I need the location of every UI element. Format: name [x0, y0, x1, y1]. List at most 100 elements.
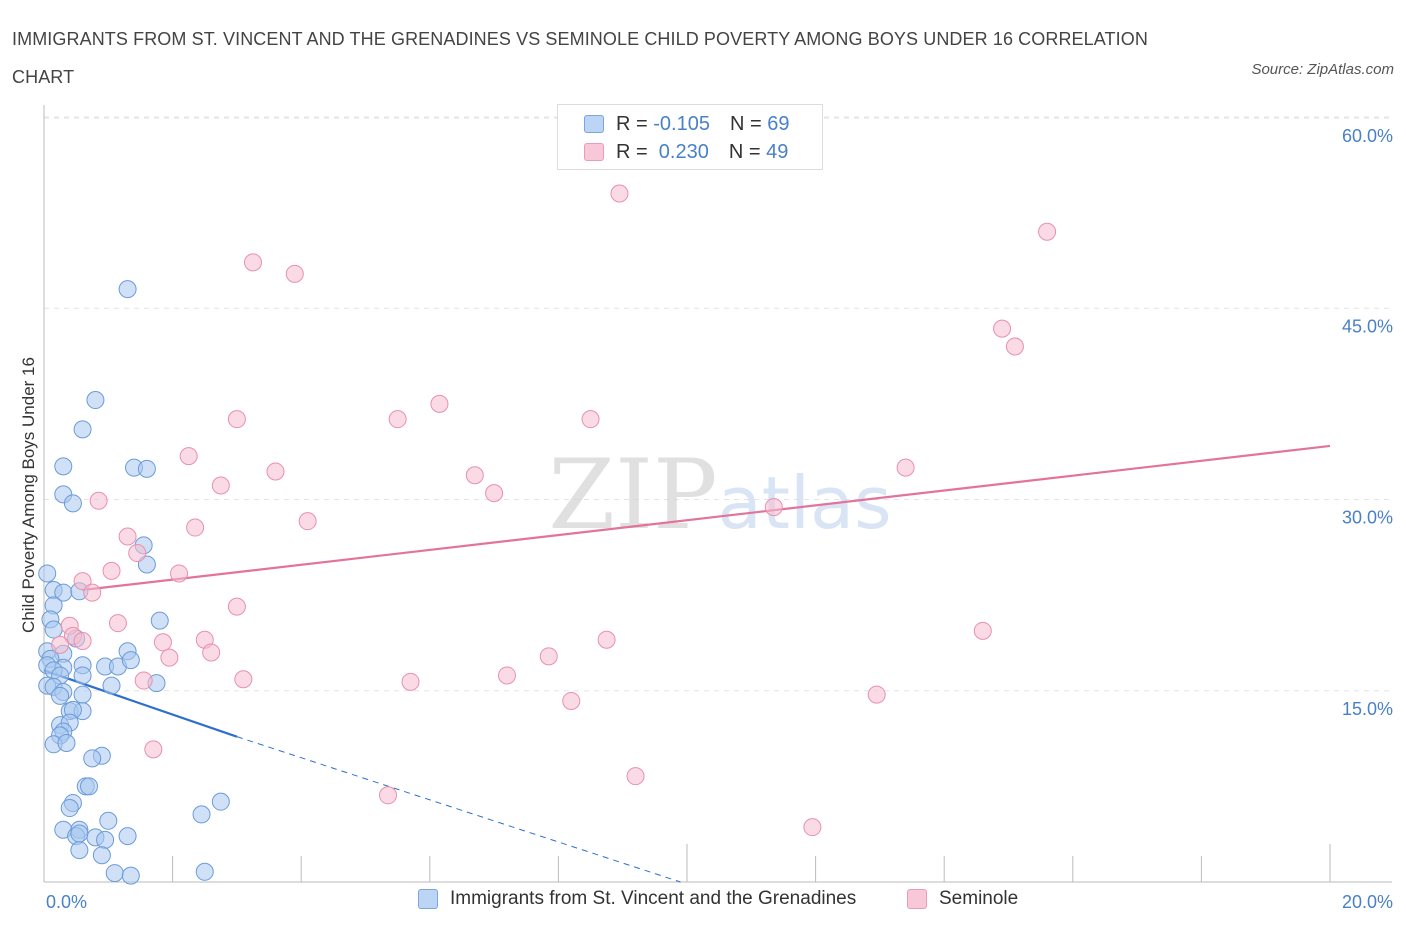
pink-point: [51, 635, 70, 654]
blue-point: [92, 846, 111, 865]
pink-point: [867, 685, 886, 704]
source-label: Source: ZipAtlas.com: [1251, 61, 1394, 78]
blue-point: [211, 792, 230, 811]
pink-point: [108, 614, 127, 633]
legend-label: Seminole: [939, 888, 1019, 909]
pink-point: [128, 544, 147, 563]
pink-point: [118, 527, 137, 546]
pink-point: [803, 818, 822, 837]
blue-point: [105, 864, 124, 883]
blue-point: [80, 777, 99, 796]
pink-point: [993, 319, 1012, 338]
y-tick-label: 30.0%: [1342, 508, 1393, 528]
axes: [43, 105, 1392, 883]
pink-point: [764, 498, 783, 517]
n-value: 49: [766, 140, 789, 163]
pink-point: [597, 630, 616, 649]
pink-point: [539, 647, 558, 666]
pink-point: [89, 491, 108, 510]
pink-point: [234, 670, 253, 689]
pink-point: [610, 184, 629, 203]
blue-point: [63, 494, 82, 513]
series-legend: Immigrants from St. Vincent and the Gren…: [0, 888, 1406, 916]
legend-item-seminole: Seminole: [907, 888, 1018, 910]
correlation-legend: R = -0.105 N = 69 R = 0.230 N = 49: [557, 104, 823, 170]
y-tick-label: 15.0%: [1342, 699, 1393, 719]
pink-point: [227, 597, 246, 616]
pink-point: [285, 264, 304, 283]
pink-point: [896, 458, 915, 477]
pink-point: [266, 462, 285, 481]
blue-point: [137, 555, 156, 574]
legend-label: Immigrants from St. Vincent and the Gren…: [450, 888, 857, 909]
pink-swatch: [907, 889, 927, 909]
n-label: N =: [728, 140, 767, 163]
pink-point: [134, 671, 153, 690]
pink-point: [211, 476, 230, 495]
pink-point: [202, 643, 221, 662]
x-tick-label: 20.0%: [1342, 892, 1393, 912]
pink-point: [298, 512, 317, 531]
pink-point: [186, 518, 205, 537]
pink-point: [1005, 337, 1024, 356]
blue-point: [57, 734, 76, 753]
legend-row-blue: R = -0.105 N = 69: [584, 109, 789, 139]
blue-point: [195, 862, 214, 881]
pink-point: [144, 740, 163, 759]
pink-point: [562, 691, 581, 710]
r-label: R =: [616, 112, 654, 135]
blue-point: [73, 685, 92, 704]
blue-trend-extension: [236, 736, 681, 883]
pink-point: [379, 786, 398, 805]
blue-point: [38, 564, 57, 583]
pink-point: [1038, 222, 1057, 241]
watermark: ZIPatlas: [548, 439, 891, 551]
y-axis-label: Child Poverty Among Boys Under 16: [19, 357, 38, 633]
blue-point: [192, 805, 211, 824]
blue-point: [86, 391, 105, 410]
r-value: 0.230: [653, 140, 709, 163]
blue-point: [118, 827, 137, 846]
blue-point: [96, 830, 115, 849]
blue-point: [83, 749, 102, 768]
blue-point: [99, 811, 118, 830]
y-tick-label: 60.0%: [1342, 126, 1393, 146]
tick-labels: 15.0% 30.0% 45.0% 60.0% 0.0% 20.0%: [46, 126, 1393, 912]
blue-point: [150, 611, 169, 630]
blue-point: [118, 280, 137, 299]
blue-point: [73, 420, 92, 439]
pink-point: [179, 447, 198, 466]
pink-point: [626, 767, 645, 786]
pink-point: [485, 484, 504, 503]
pink-point: [243, 253, 262, 272]
legend-row-pink: R = 0.230 N = 49: [584, 137, 788, 167]
pink-point: [73, 572, 92, 591]
pink-point: [73, 632, 92, 651]
pink-point: [170, 564, 189, 583]
blue-point: [60, 799, 79, 818]
pink-point: [465, 466, 484, 485]
pink-point: [430, 394, 449, 413]
n-value: 69: [767, 112, 790, 135]
blue-point: [121, 866, 140, 885]
pink-swatch: [584, 143, 604, 161]
blue-point: [51, 686, 70, 705]
pink-point: [973, 621, 992, 640]
chart-title: IMMIGRANTS FROM ST. VINCENT AND THE GREN…: [12, 29, 1148, 87]
pink-point: [401, 672, 420, 691]
n-label: N =: [729, 112, 768, 135]
y-tick-label: 45.0%: [1342, 316, 1393, 336]
blue-swatch: [418, 889, 438, 909]
blue-swatch: [584, 115, 604, 133]
blue-point: [137, 459, 156, 478]
r-label: R =: [616, 140, 654, 163]
blue-point: [70, 841, 89, 860]
blue-point: [54, 457, 73, 476]
pink-point: [83, 583, 102, 602]
pink-point: [581, 410, 600, 429]
pink-point: [153, 633, 172, 652]
x-tick-label: 0.0%: [46, 892, 87, 912]
pink-point: [102, 561, 121, 580]
blue-point: [121, 651, 140, 670]
